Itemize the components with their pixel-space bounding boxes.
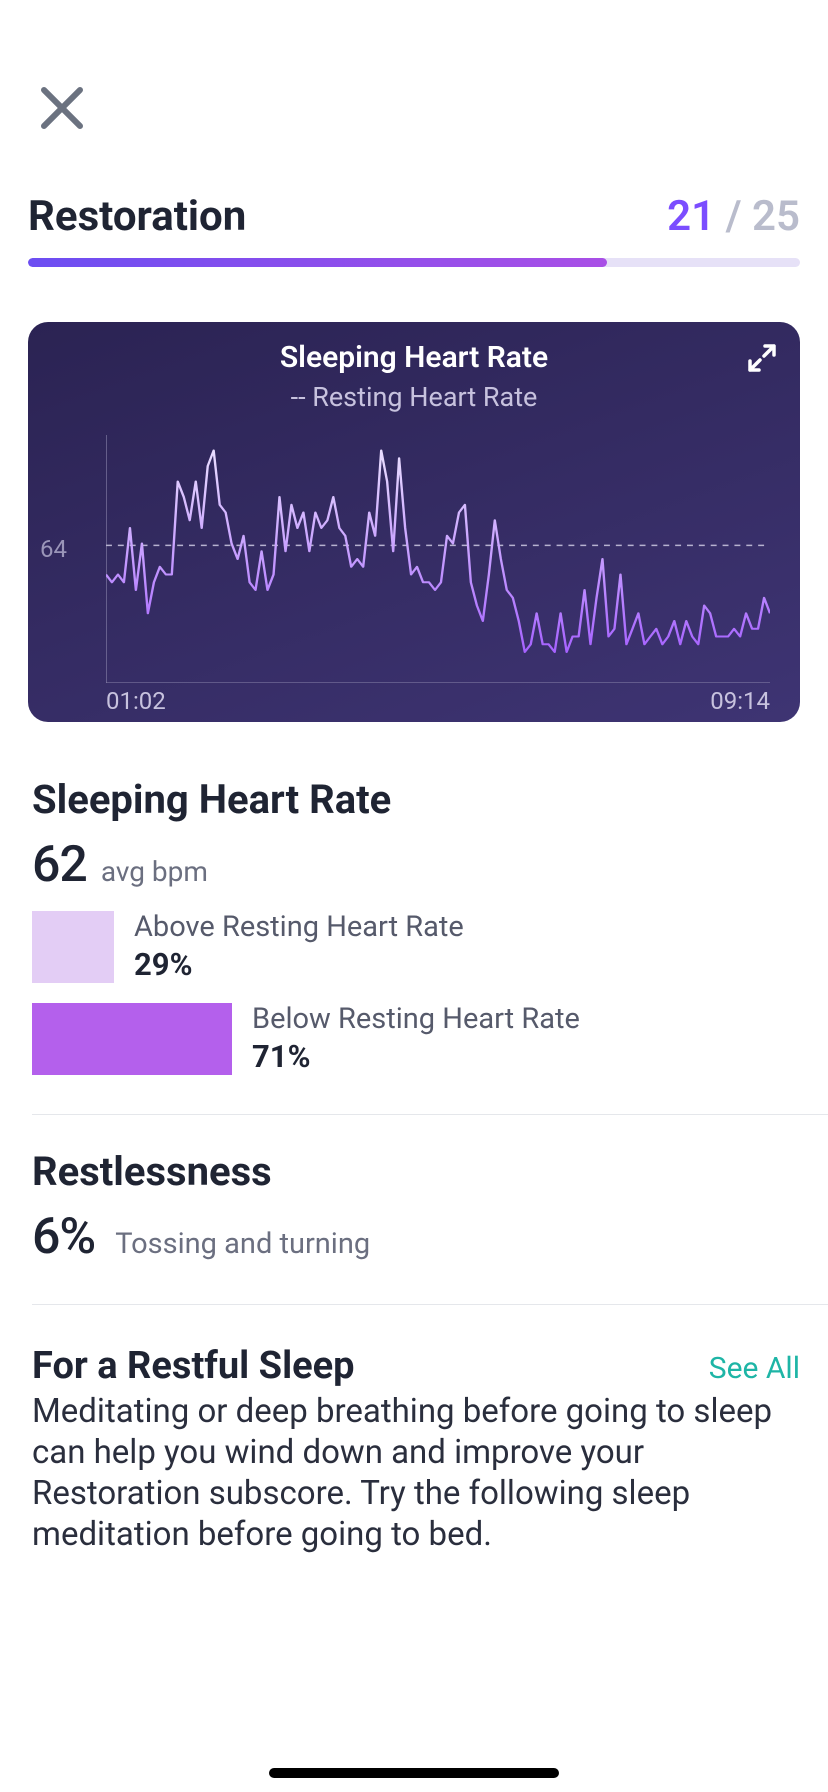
- above-resting-label: Above Resting Heart Rate: [134, 910, 464, 944]
- see-all-link[interactable]: See All: [709, 1351, 800, 1386]
- chart-title: Sleeping Heart Rate: [58, 340, 770, 375]
- below-resting-percent: 71%: [252, 1038, 580, 1075]
- tips-body: Meditating or deep breathing before goin…: [32, 1392, 800, 1556]
- expand-chart-button[interactable]: [746, 342, 778, 374]
- chart-plot-area: [106, 435, 770, 683]
- sleeping-hr-value: 62: [32, 836, 87, 894]
- below-resting-label: Below Resting Heart Rate: [252, 1002, 580, 1036]
- chart-x-start: 01:02: [106, 687, 166, 715]
- page-title: Restoration: [28, 192, 246, 241]
- progress-bar-fill: [28, 258, 607, 267]
- score-display: 21 / 25: [667, 192, 800, 241]
- close-button[interactable]: [38, 84, 86, 132]
- chart-y-tick: 64: [40, 535, 67, 563]
- progress-bar-track: [28, 258, 800, 267]
- above-resting-bar: [32, 911, 114, 983]
- close-icon: [38, 84, 86, 132]
- home-indicator[interactable]: [269, 1768, 559, 1778]
- divider: [32, 1114, 828, 1115]
- expand-icon: [746, 342, 778, 374]
- tips-title: For a Restful Sleep: [32, 1344, 355, 1388]
- chart-x-end: 09:14: [710, 687, 770, 715]
- sleeping-hr-title: Sleeping Heart Rate: [32, 776, 828, 823]
- chart-subtitle: -- Resting Heart Rate: [58, 381, 770, 413]
- restlessness-title: Restlessness: [32, 1148, 828, 1195]
- above-resting-row: Above Resting Heart Rate 29%: [32, 910, 800, 983]
- score-current: 21: [667, 192, 715, 241]
- restlessness-label: Tossing and turning: [115, 1227, 370, 1261]
- sleeping-hr-unit: avg bpm: [101, 855, 208, 888]
- divider: [32, 1304, 828, 1305]
- score-max: 25: [752, 192, 800, 241]
- above-resting-percent: 29%: [134, 946, 464, 983]
- restlessness-value: 6%: [32, 1208, 95, 1266]
- heart-rate-chart-card[interactable]: Sleeping Heart Rate -- Resting Heart Rat…: [28, 322, 800, 722]
- score-separator: /: [715, 192, 752, 241]
- below-resting-row: Below Resting Heart Rate 71%: [32, 1002, 800, 1075]
- below-resting-bar: [32, 1003, 232, 1075]
